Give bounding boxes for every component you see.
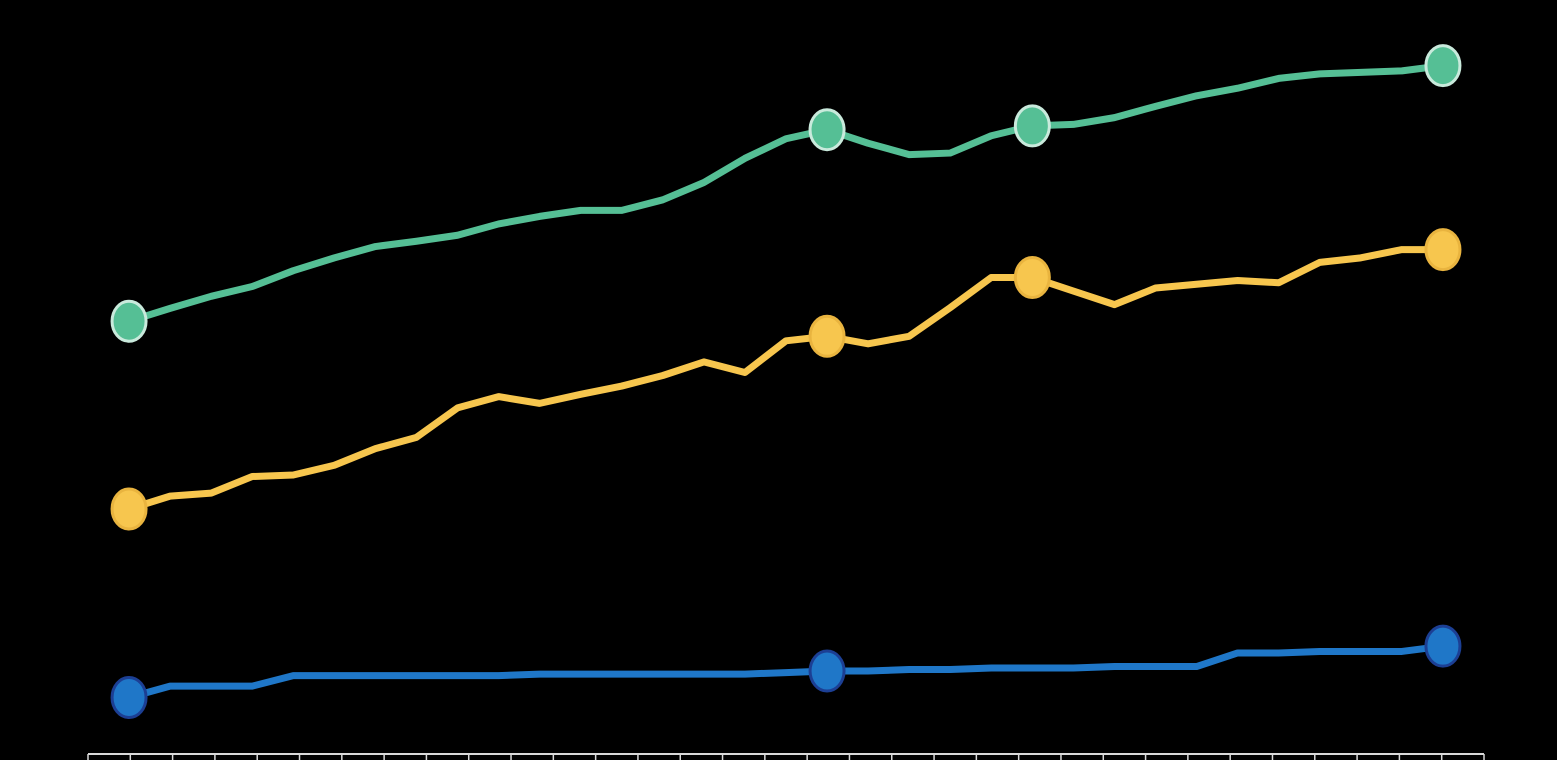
- series-layer: [125, 62, 1447, 701]
- series-2-marker: [808, 314, 846, 358]
- x-axis: [87, 753, 1485, 760]
- series-2-marker: [110, 487, 148, 531]
- marker-layer: [110, 44, 1462, 719]
- series-line-1: [125, 62, 1447, 325]
- series-3-marker: [110, 675, 148, 719]
- series-1-marker: [1424, 44, 1462, 88]
- series-1-marker: [808, 108, 846, 152]
- series-line-2: [125, 246, 1447, 513]
- series-3-marker: [1424, 624, 1462, 668]
- series-1-marker: [110, 299, 148, 343]
- series-1-marker: [1013, 104, 1051, 148]
- series-2-marker: [1013, 255, 1051, 299]
- series-line-3: [125, 642, 1447, 701]
- series-3-marker: [808, 649, 846, 693]
- series-2-marker: [1424, 228, 1462, 272]
